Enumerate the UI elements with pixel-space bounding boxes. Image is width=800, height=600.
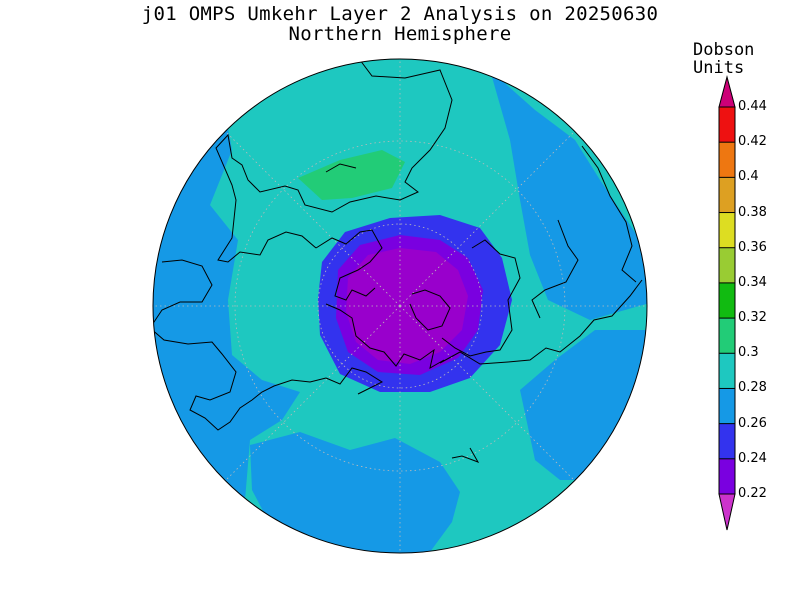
colorbar-units-line1: Dobson (693, 40, 755, 60)
colorbar-tick-label: 0.28 (738, 380, 767, 396)
colorbar-swatch-11 (719, 107, 735, 143)
field-region-northeast-blue (490, 70, 647, 320)
colorbar-tick-label: 0.3 (738, 345, 759, 361)
coast-greenland (409, 289, 451, 331)
colorbar-tick-label: 0.26 (738, 415, 767, 431)
colorbar-swatch-9 (719, 177, 735, 213)
colorbar-swatch-7 (719, 247, 735, 283)
field-region-south-blue (250, 432, 460, 553)
colorbar-swatch-8 (719, 212, 735, 248)
chart-subtitle: Northern Hemisphere (288, 23, 512, 45)
colorbar-tick-label: 0.38 (738, 204, 767, 220)
colorbar-swatch-6 (719, 282, 735, 319)
colorbar-swatch-5 (719, 318, 735, 354)
polar-map (152, 58, 648, 554)
field-region-green (298, 150, 405, 200)
coast-west-asia (153, 259, 327, 431)
coast-asia-arctic (315, 229, 383, 301)
colorbar-swatch-3 (719, 388, 735, 424)
colorbar-swatch-2 (719, 423, 735, 459)
colorbar-units-line2: Units (693, 58, 745, 78)
coast-europe (325, 303, 445, 369)
colorbar-tick-label: 0.24 (738, 450, 767, 466)
colorbar-swatch-4 (719, 353, 735, 389)
colorbar-tick-label: 0.44 (738, 99, 767, 114)
map-boundary (152, 58, 648, 554)
field-region-core (346, 248, 468, 364)
coast-northeast (581, 145, 637, 283)
coast-north-asia (215, 59, 453, 263)
coast-south-band (325, 367, 384, 395)
colorbar-swatch-1 (719, 458, 735, 494)
ozone-field (153, 59, 647, 553)
colorbar-high-extend (718, 75, 736, 108)
colorbar-frame (718, 106, 736, 495)
colorbar-tick-label: 0.42 (738, 134, 767, 150)
chart-title: j01 OMPS Umkehr Layer 2 Analysis on 2025… (141, 3, 659, 25)
coast-south (325, 163, 480, 463)
colorbar-tick-label: 0.22 (738, 486, 767, 501)
coast-north-america (441, 239, 521, 357)
graticule (153, 59, 647, 553)
colorbar-tick-label: 0.34 (738, 274, 767, 290)
coast-pacific (531, 219, 579, 319)
colorbar-tick-label: 0.36 (738, 239, 767, 255)
colorbar-tick-label: 0.32 (738, 310, 767, 326)
coast-east (439, 279, 643, 365)
colorbar-tick-label: 0.4 (738, 169, 759, 185)
coastlines (153, 59, 643, 463)
colorbar-swatch-10 (719, 142, 735, 178)
colorbar-low-extend (718, 493, 736, 531)
